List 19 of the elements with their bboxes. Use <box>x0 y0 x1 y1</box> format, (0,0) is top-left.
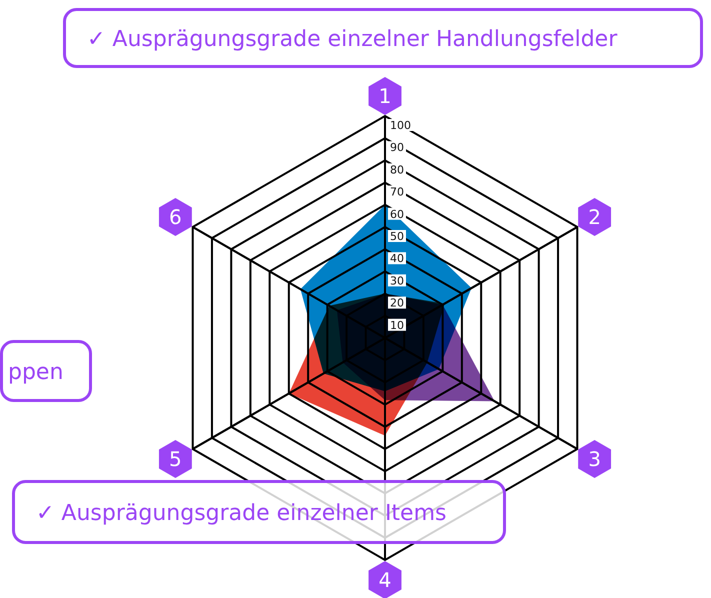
spoke-label: 5 <box>169 447 182 471</box>
y-tick-label: 60 <box>390 208 404 221</box>
y-tick-label: 90 <box>390 141 404 154</box>
text: ✓ Ausprägungsgrade einzelner Handlungsfelder <box>87 27 618 52</box>
spoke-label: 3 <box>588 447 601 471</box>
spoke-label: 6 <box>169 205 182 229</box>
spoke-label: 1 <box>378 84 392 108</box>
y-tick-label: 30 <box>390 274 404 288</box>
y-tick-label: 20 <box>390 296 404 310</box>
y-tick-label: 40 <box>390 252 404 266</box>
text: ppen <box>8 360 64 385</box>
y-tick-label: 10 <box>390 318 404 332</box>
y-tick-label: 80 <box>390 163 404 176</box>
spoke-label: 2 <box>588 205 601 229</box>
y-tick-label: 50 <box>390 230 404 243</box>
y-tick-label: 70 <box>390 186 404 199</box>
y-tick-label: 100 <box>390 119 411 132</box>
spoke-label: 4 <box>378 568 392 592</box>
text: ✓ Ausprägungsgrade einzelner Items <box>36 501 446 526</box>
